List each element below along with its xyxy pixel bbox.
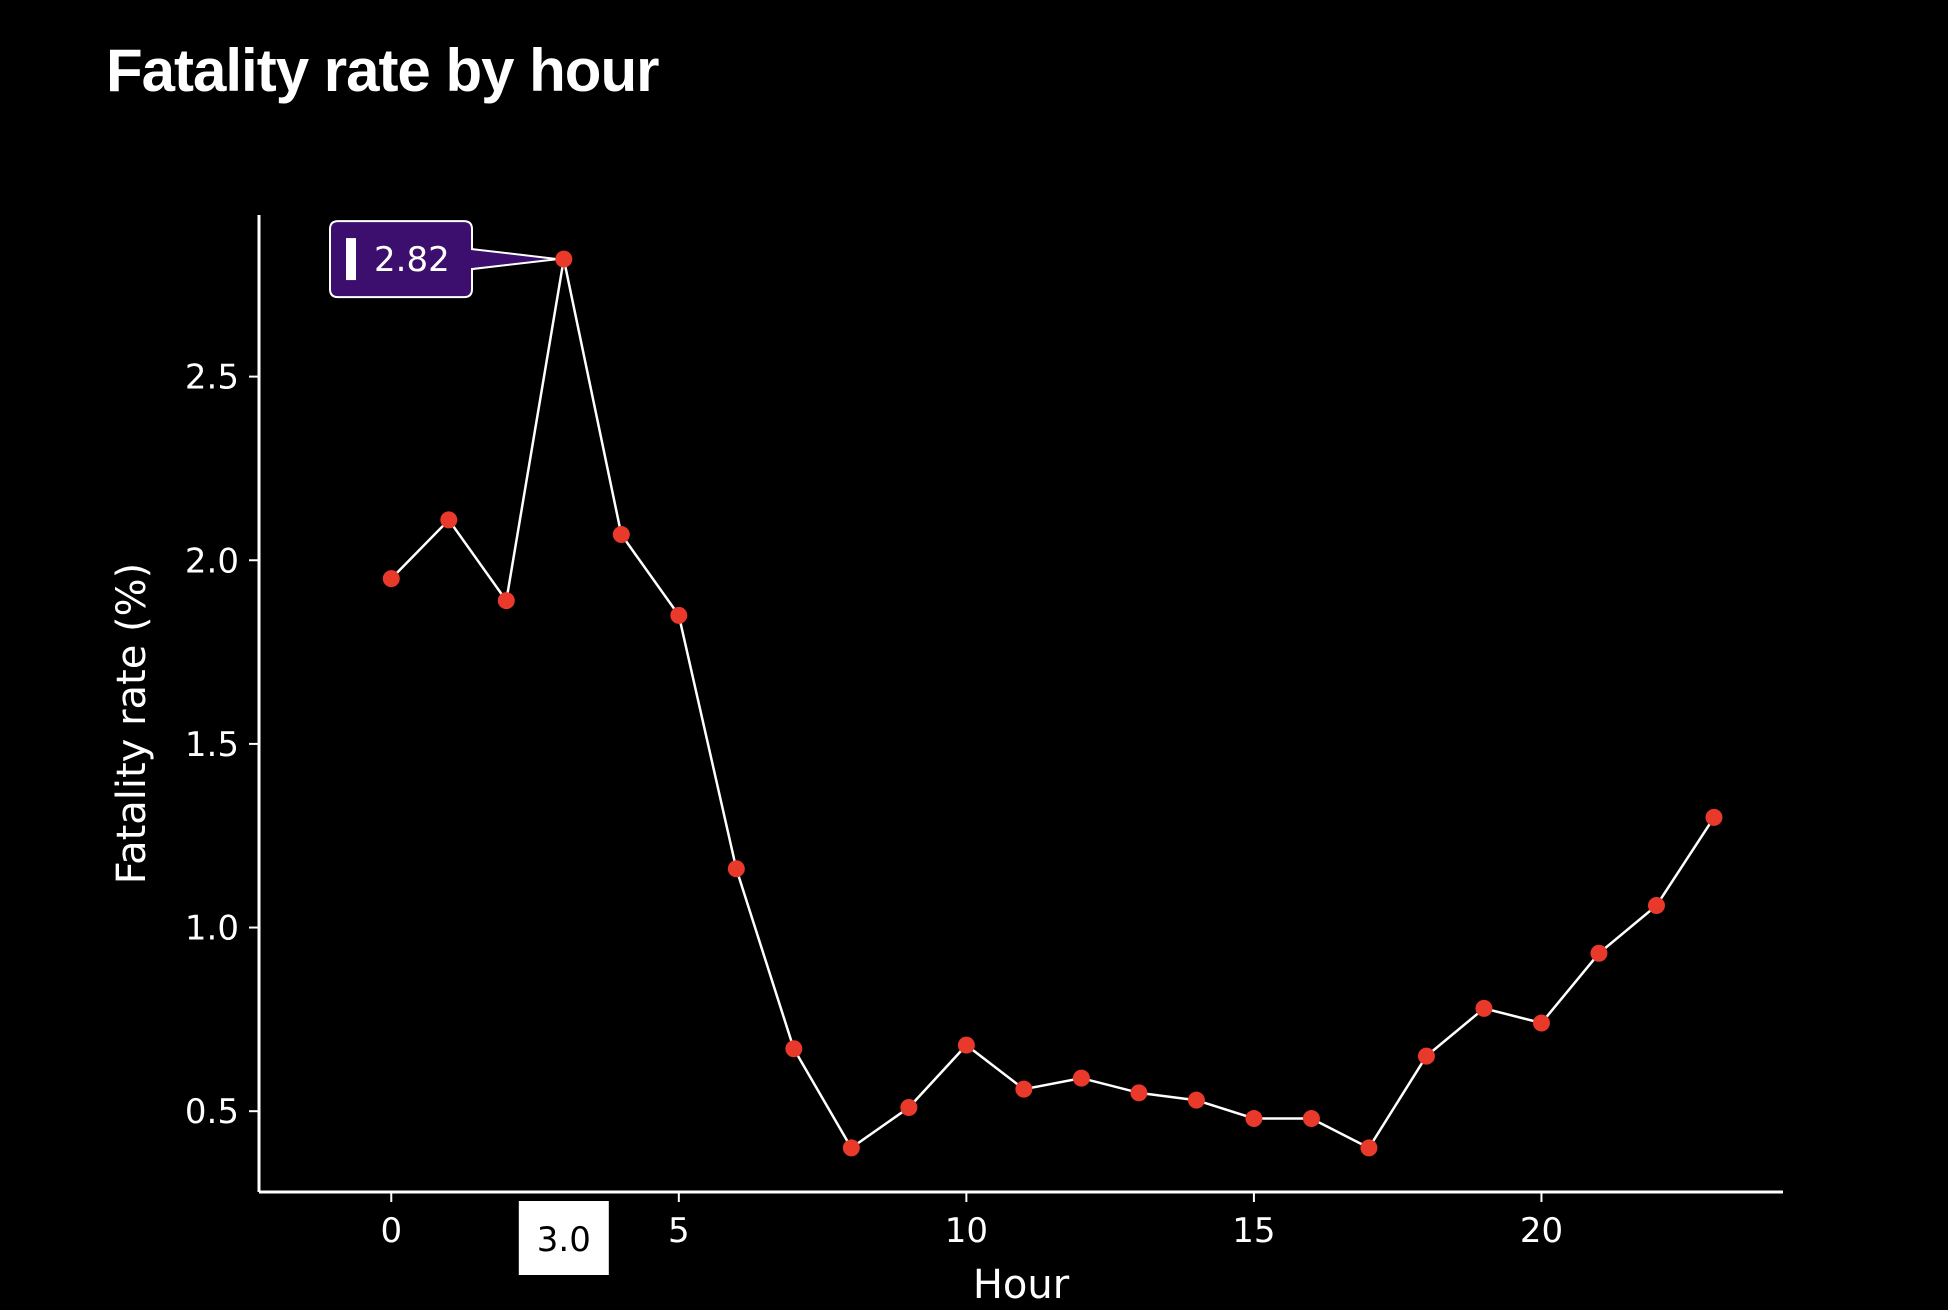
data-point[interactable]: [1705, 808, 1723, 826]
data-point[interactable]: [670, 606, 688, 624]
y-axis-label: Fatality rate (%): [109, 563, 155, 885]
data-point[interactable]: [1187, 1091, 1205, 1109]
data-point[interactable]: [1590, 944, 1608, 962]
data-point[interactable]: [497, 592, 515, 610]
x-tick-label: 15: [1232, 1211, 1275, 1251]
data-point[interactable]: [842, 1139, 860, 1157]
x-axis-ticks: 0 5 10 15 20: [380, 1192, 1563, 1251]
x-tick-label: 0: [380, 1211, 402, 1251]
data-point[interactable]: [1532, 1014, 1550, 1032]
value-tooltip: 2.82: [329, 220, 558, 299]
crosshair-x-label: 3.0: [518, 1201, 609, 1275]
y-tick-label: 2.0: [185, 541, 239, 581]
data-point[interactable]: [1072, 1069, 1090, 1087]
x-axis-label: Hour: [973, 1262, 1070, 1308]
data-point[interactable]: [1360, 1139, 1378, 1157]
data-point[interactable]: [785, 1040, 803, 1058]
data-point[interactable]: [727, 860, 745, 878]
y-tick-label: 0.5: [185, 1092, 239, 1132]
y-tick-label: 1.5: [185, 725, 239, 765]
data-point[interactable]: [1647, 897, 1665, 915]
data-point[interactable]: [1302, 1110, 1320, 1128]
data-point[interactable]: [612, 526, 630, 544]
chart-title: Fatality rate by hour: [106, 37, 659, 104]
data-points: [382, 511, 1723, 1157]
series-line: [390, 258, 1716, 1150]
data-point[interactable]: [1130, 1084, 1148, 1102]
data-point[interactable]: [957, 1036, 975, 1054]
crosshair-label-text: 3.0: [537, 1220, 591, 1260]
data-point[interactable]: [555, 250, 573, 268]
data-point[interactable]: [900, 1099, 918, 1117]
crosshair-label-box: [518, 1201, 609, 1275]
y-axis-ticks: 0.5 1.0 1.5 2.0 2.5: [185, 358, 259, 1132]
data-point[interactable]: [382, 570, 400, 588]
tooltip-box: [329, 220, 558, 299]
data-point[interactable]: [1475, 999, 1493, 1017]
data-point[interactable]: [440, 511, 458, 529]
y-tick-label: 2.5: [185, 358, 239, 398]
x-tick-label: 10: [945, 1211, 988, 1251]
y-tick-label: 1.0: [185, 909, 239, 949]
data-point[interactable]: [1015, 1080, 1033, 1098]
data-point[interactable]: [1245, 1110, 1263, 1128]
tooltip-swatch-icon: [346, 238, 356, 281]
data-point[interactable]: [1417, 1047, 1435, 1065]
x-tick-label: 5: [668, 1211, 690, 1251]
x-tick-label: 20: [1520, 1211, 1563, 1251]
tooltip-value: 2.82: [374, 240, 450, 280]
